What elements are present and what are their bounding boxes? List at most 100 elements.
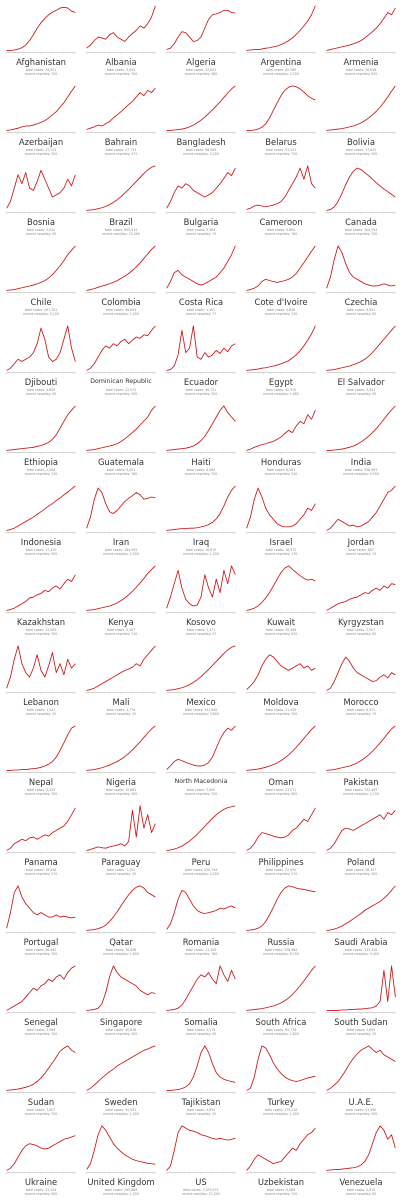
total-cases-label: total cases: 16,675 <box>185 548 217 552</box>
total-cases-label: total cases: 23,571 <box>265 788 297 792</box>
recent-new-per-day-label: recent new/day: 8,700 <box>263 952 299 956</box>
total-cases-label: total cases: 98,489 <box>185 148 217 152</box>
recent-new-per-day-label: recent new/day: 800 <box>264 792 298 796</box>
series-line <box>166 565 236 609</box>
series-line <box>326 245 396 289</box>
country-name: Ecuador <box>183 377 219 387</box>
country-name: Tajikistan <box>181 1097 221 1107</box>
sparkline-chart <box>86 87 156 134</box>
country-chart: Panama total cases: 19,948 recent new/day:… <box>2 800 80 880</box>
country-name: India <box>350 457 372 467</box>
recent-new-per-day-label: recent new/day: 1,600 <box>103 952 139 956</box>
country-name: Oman <box>268 777 294 787</box>
series-line <box>86 645 156 691</box>
total-cases-label: total cases: 197,301 <box>24 308 58 312</box>
total-cases-label: total cases: 76,588 <box>105 948 137 952</box>
sparkline-chart <box>326 325 396 374</box>
total-cases-label: total cases: 887 <box>348 548 374 552</box>
country-name: Philippines <box>258 857 304 867</box>
country-chart: Pakistan total cases: 132,405 recent new/d… <box>322 720 400 800</box>
series-line <box>166 805 236 851</box>
sparkline-chart <box>246 85 316 134</box>
country-name: Paraguay <box>101 857 141 867</box>
sparkline-chart <box>6 405 76 454</box>
series-line <box>6 645 76 689</box>
sparkline-chart <box>166 9 236 54</box>
sparkline-chart <box>246 245 316 294</box>
series-line <box>326 167 396 211</box>
sparkline-chart <box>166 245 236 294</box>
recent-new-per-day-label: recent new/day: 1,300 <box>103 1192 139 1196</box>
total-cases-label: total cases: 220,749 <box>184 868 218 872</box>
sparkline-chart <box>6 807 76 854</box>
country-name: North Macedonia <box>174 778 228 785</box>
country-chart: Portugal total cases: 36,463 recent new/da… <box>2 880 80 960</box>
series-line <box>6 325 76 371</box>
country-chart: Nepal total cases: 5,335 recent new/day: 3… <box>2 720 80 800</box>
total-cases-label: total cases: 3,984 <box>186 228 216 232</box>
total-cases-label: total cases: 1,461 <box>186 308 216 312</box>
series-line <box>246 245 316 291</box>
country-chart: Russia total cases: 528,964 recent new/day… <box>242 880 320 960</box>
sparkline-chart <box>166 1125 236 1174</box>
recent-new-per-day-label: recent new/day: 550 <box>24 152 58 156</box>
country-chart: Kazakhstan total cases: 13,504 recent new/… <box>2 560 80 640</box>
series-line <box>6 485 76 531</box>
series-line <box>246 565 316 611</box>
country-name: El Salvador <box>337 377 385 387</box>
country-name: Kosovo <box>186 617 216 627</box>
recent-new-per-day-label: recent new/day: 47 <box>185 632 217 636</box>
total-cases-label: total cases: 100,594 <box>344 228 378 232</box>
sparkline-chart <box>6 485 76 534</box>
total-cases-label: total cases: 82,369 <box>265 68 297 72</box>
country-name: Somalia <box>184 1017 218 1027</box>
recent-new-per-day-label: recent new/day: 20 <box>105 872 137 876</box>
series-line <box>326 583 396 611</box>
sparkline-chart <box>86 325 156 374</box>
total-cases-label: total cases: 15,682 <box>105 788 137 792</box>
total-cases-label: total cases: 295,889 <box>104 1188 138 1192</box>
recent-new-per-day-label: recent new/day: 4,200 <box>183 872 219 876</box>
recent-new-per-day-label: recent new/day: 4,700 <box>343 792 379 796</box>
total-cases-label: total cases: 1,371 <box>186 628 216 632</box>
series-line <box>86 405 156 451</box>
country-chart: Afghanistan total cases: 34,451 recent new… <box>2 0 80 80</box>
sparkline-chart <box>246 410 316 454</box>
country-chart: Azerbaijan total cases: 17,524 recent new/… <box>2 80 80 160</box>
recent-new-per-day-label: recent new/day: 900 <box>24 552 58 556</box>
country-chart: Honduras total cases: 8,455 recent new/day… <box>242 400 320 480</box>
sparkline-chart <box>166 965 236 1014</box>
sparkline-chart <box>246 885 316 934</box>
total-cases-label: total cases: 4,988 <box>266 1188 296 1192</box>
sparkline-chart <box>326 885 396 934</box>
country-chart: Belarus total cases: 53,241 recent new/day… <box>242 80 320 160</box>
sparkline-chart <box>246 325 316 374</box>
total-cases-label: total cases: 2,814 <box>346 1188 376 1192</box>
country-chart: Bangladesh total cases: 98,489 recent new/… <box>162 80 240 160</box>
sparkline-chart <box>6 85 76 134</box>
sparkline-chart <box>246 725 316 774</box>
total-cases-label: total cases: 36,463 <box>25 948 57 952</box>
series-line <box>246 325 316 371</box>
country-name: Morocco <box>343 697 379 707</box>
country-name: Qatar <box>109 937 133 947</box>
country-name: Ethiopia <box>23 457 59 467</box>
series-line <box>86 725 156 771</box>
country-chart: Peru total cases: 220,749 recent new/day: … <box>162 800 240 880</box>
recent-new-per-day-label: recent new/day: 300 <box>24 952 58 956</box>
total-cases-label: total cases: 1,776 <box>106 708 136 712</box>
total-cases-label: total cases: 34,451 <box>25 68 57 72</box>
country-chart: Mexico total cases: 142,690 recent new/day… <box>162 640 240 720</box>
recent-new-per-day-label: recent new/day: 150 <box>184 792 218 796</box>
sparkline-chart <box>166 565 236 614</box>
series-line <box>6 1135 76 1171</box>
sparkline-chart <box>86 5 156 54</box>
recent-new-per-day-label: recent new/day: 70 <box>185 232 217 236</box>
sparkline-chart <box>246 965 316 1014</box>
total-cases-label: total cases: 65,736 <box>265 1028 297 1032</box>
sparkline-chart <box>6 645 76 694</box>
total-cases-label: total cases: 7,007 <box>26 1108 56 1112</box>
country-chart: Armenia total cases: 26,658 recent new/day… <box>322 0 400 80</box>
sparkline-chart <box>246 5 316 54</box>
country-name: Canada <box>345 217 377 227</box>
